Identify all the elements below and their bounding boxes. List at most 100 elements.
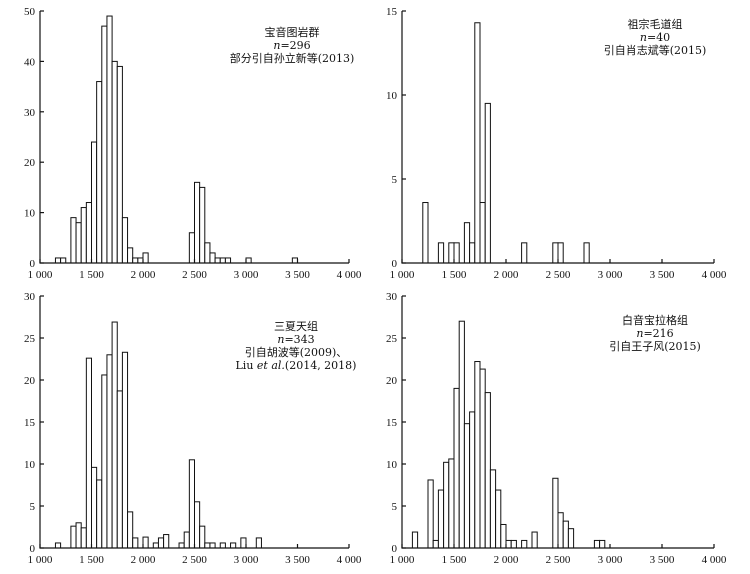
x-tick-label: 1 000 [28, 554, 53, 566]
histogram-bar [463, 222, 471, 264]
y-tick-label: 30 [386, 291, 398, 303]
histogram-bar [474, 22, 481, 264]
source-citation-label: 引自肖志斌等(2015) [604, 43, 707, 57]
x-tick-label: 1 500 [79, 554, 104, 566]
y-tick-label: 15 [24, 417, 36, 429]
histogram-bar [199, 525, 206, 549]
y-tick-label: 25 [386, 333, 398, 345]
x-tick-label: 3 500 [285, 554, 310, 566]
x-tick-label: 4 000 [702, 269, 727, 281]
histogram-bar [91, 141, 98, 264]
histogram-bar [593, 539, 601, 549]
histogram-bar [106, 15, 113, 264]
panel-baoyintu-group: 0 10 20 30 40 50 1 000 1 500 2 000 2 500 3 000 3 50… [24, 6, 362, 281]
histogram-bar [531, 531, 538, 549]
y-tick-label: 0 [30, 258, 36, 270]
x-tick-label: 2 000 [131, 554, 156, 566]
histogram-bar [137, 257, 144, 264]
x-tick-label: 2 500 [182, 269, 207, 281]
histogram-bar [291, 257, 299, 264]
histogram-bar [479, 202, 486, 264]
sample-count-label: n=343 [277, 333, 314, 346]
histogram-bar [219, 257, 226, 264]
y-tick-label: 10 [386, 90, 398, 102]
histogram-bar [85, 357, 92, 549]
x-tick-label: 1 500 [442, 554, 467, 566]
histogram-bar [127, 511, 134, 549]
histogram-bar [75, 222, 82, 264]
histogram-bar [111, 60, 118, 264]
histogram-bar [505, 539, 512, 549]
histogram-bar [500, 523, 507, 549]
histogram-bar [85, 202, 92, 264]
panel-zuzongmaodao-formation: 0 5 10 15 1 000 1 500 2 000 2 500 3 000 3 500 4 00… [386, 6, 727, 281]
histogram-bar [199, 186, 206, 264]
histogram-bar [80, 207, 87, 264]
histogram-bar [552, 477, 559, 549]
histogram-bar [91, 466, 98, 549]
histogram-bar [54, 257, 62, 264]
y-tick-label: 0 [392, 258, 398, 270]
x-tick-label: 3 000 [234, 554, 259, 566]
y-tick-label: 40 [24, 56, 36, 68]
y-tick-label: 10 [24, 208, 36, 220]
histogram-bar [80, 527, 87, 549]
histogram-bar [443, 461, 450, 549]
x-tick-label: 3 000 [598, 554, 623, 566]
histogram-bar [121, 351, 129, 549]
histogram-bar [188, 459, 196, 549]
histogram-bar [54, 542, 62, 549]
y-tick-label: 25 [24, 333, 36, 345]
sample-count-label: n=40 [640, 31, 670, 44]
x-tick-label: 1 000 [390, 269, 415, 281]
histogram-bar [411, 531, 419, 549]
y-tick-label: 5 [30, 501, 36, 513]
x-tick-label: 2 000 [494, 269, 519, 281]
histogram-bar [70, 217, 77, 264]
histogram-bar [469, 411, 476, 549]
histogram-bar [484, 102, 491, 264]
histogram-bar [479, 368, 486, 549]
histogram-bar [453, 242, 460, 264]
histogram-bar [437, 489, 445, 549]
histogram-bar [521, 539, 528, 549]
y-tick-label: 30 [24, 107, 36, 119]
histogram-bar [484, 392, 491, 549]
histogram-bar [194, 501, 201, 549]
histogram-bar [469, 242, 476, 264]
source-citation-label: 引自王子风(2015) [609, 339, 701, 353]
histogram-bar [448, 458, 455, 549]
x-tick-label: 3 000 [234, 269, 259, 281]
x-tick-label: 2 000 [494, 554, 519, 566]
y-tick-label: 20 [24, 375, 36, 387]
histogram-bar [111, 321, 118, 549]
histogram-bar [188, 232, 196, 264]
source-citation-label: Liu et al.(2014, 2018) [236, 359, 357, 372]
y-tick-label: 10 [386, 459, 398, 471]
y-tick-label: 30 [24, 291, 36, 303]
histogram-bar [142, 536, 149, 549]
histogram-bar [163, 534, 170, 549]
histogram-bar [127, 247, 134, 264]
x-tick-label: 1 500 [79, 269, 104, 281]
panel-sanxiatian-formation: 0 5 10 15 20 25 30 1 000 1 500 2 000 2 500 3 000 3 5… [24, 291, 362, 566]
y-tick-label: 20 [386, 375, 398, 387]
histogram-bar [463, 423, 471, 549]
histogram-bar [552, 242, 559, 264]
histogram-bar [510, 539, 517, 549]
histogram-bar [132, 257, 139, 264]
histogram-bar [562, 520, 569, 549]
source-citation-label: 部分引自孙立新等(2013) [230, 51, 355, 65]
histogram-bar [209, 252, 216, 264]
histogram-bar [209, 542, 216, 549]
y-tick-label: 5 [392, 501, 398, 513]
unit-name-label: 白音宝拉格组 [622, 313, 688, 327]
histogram-bar [599, 539, 606, 549]
panel-baiyinbaolage-formation: 0 5 10 15 20 25 30 1 000 1 500 2 000 2 500 3 000 3 5… [386, 291, 727, 566]
histogram-bar [474, 361, 481, 549]
histogram-bar [437, 242, 445, 264]
y-tick-label: 0 [30, 543, 36, 555]
histogram-bar [106, 354, 113, 549]
histogram-bar [75, 522, 82, 549]
unit-name-label: 祖宗毛道组 [628, 17, 683, 31]
